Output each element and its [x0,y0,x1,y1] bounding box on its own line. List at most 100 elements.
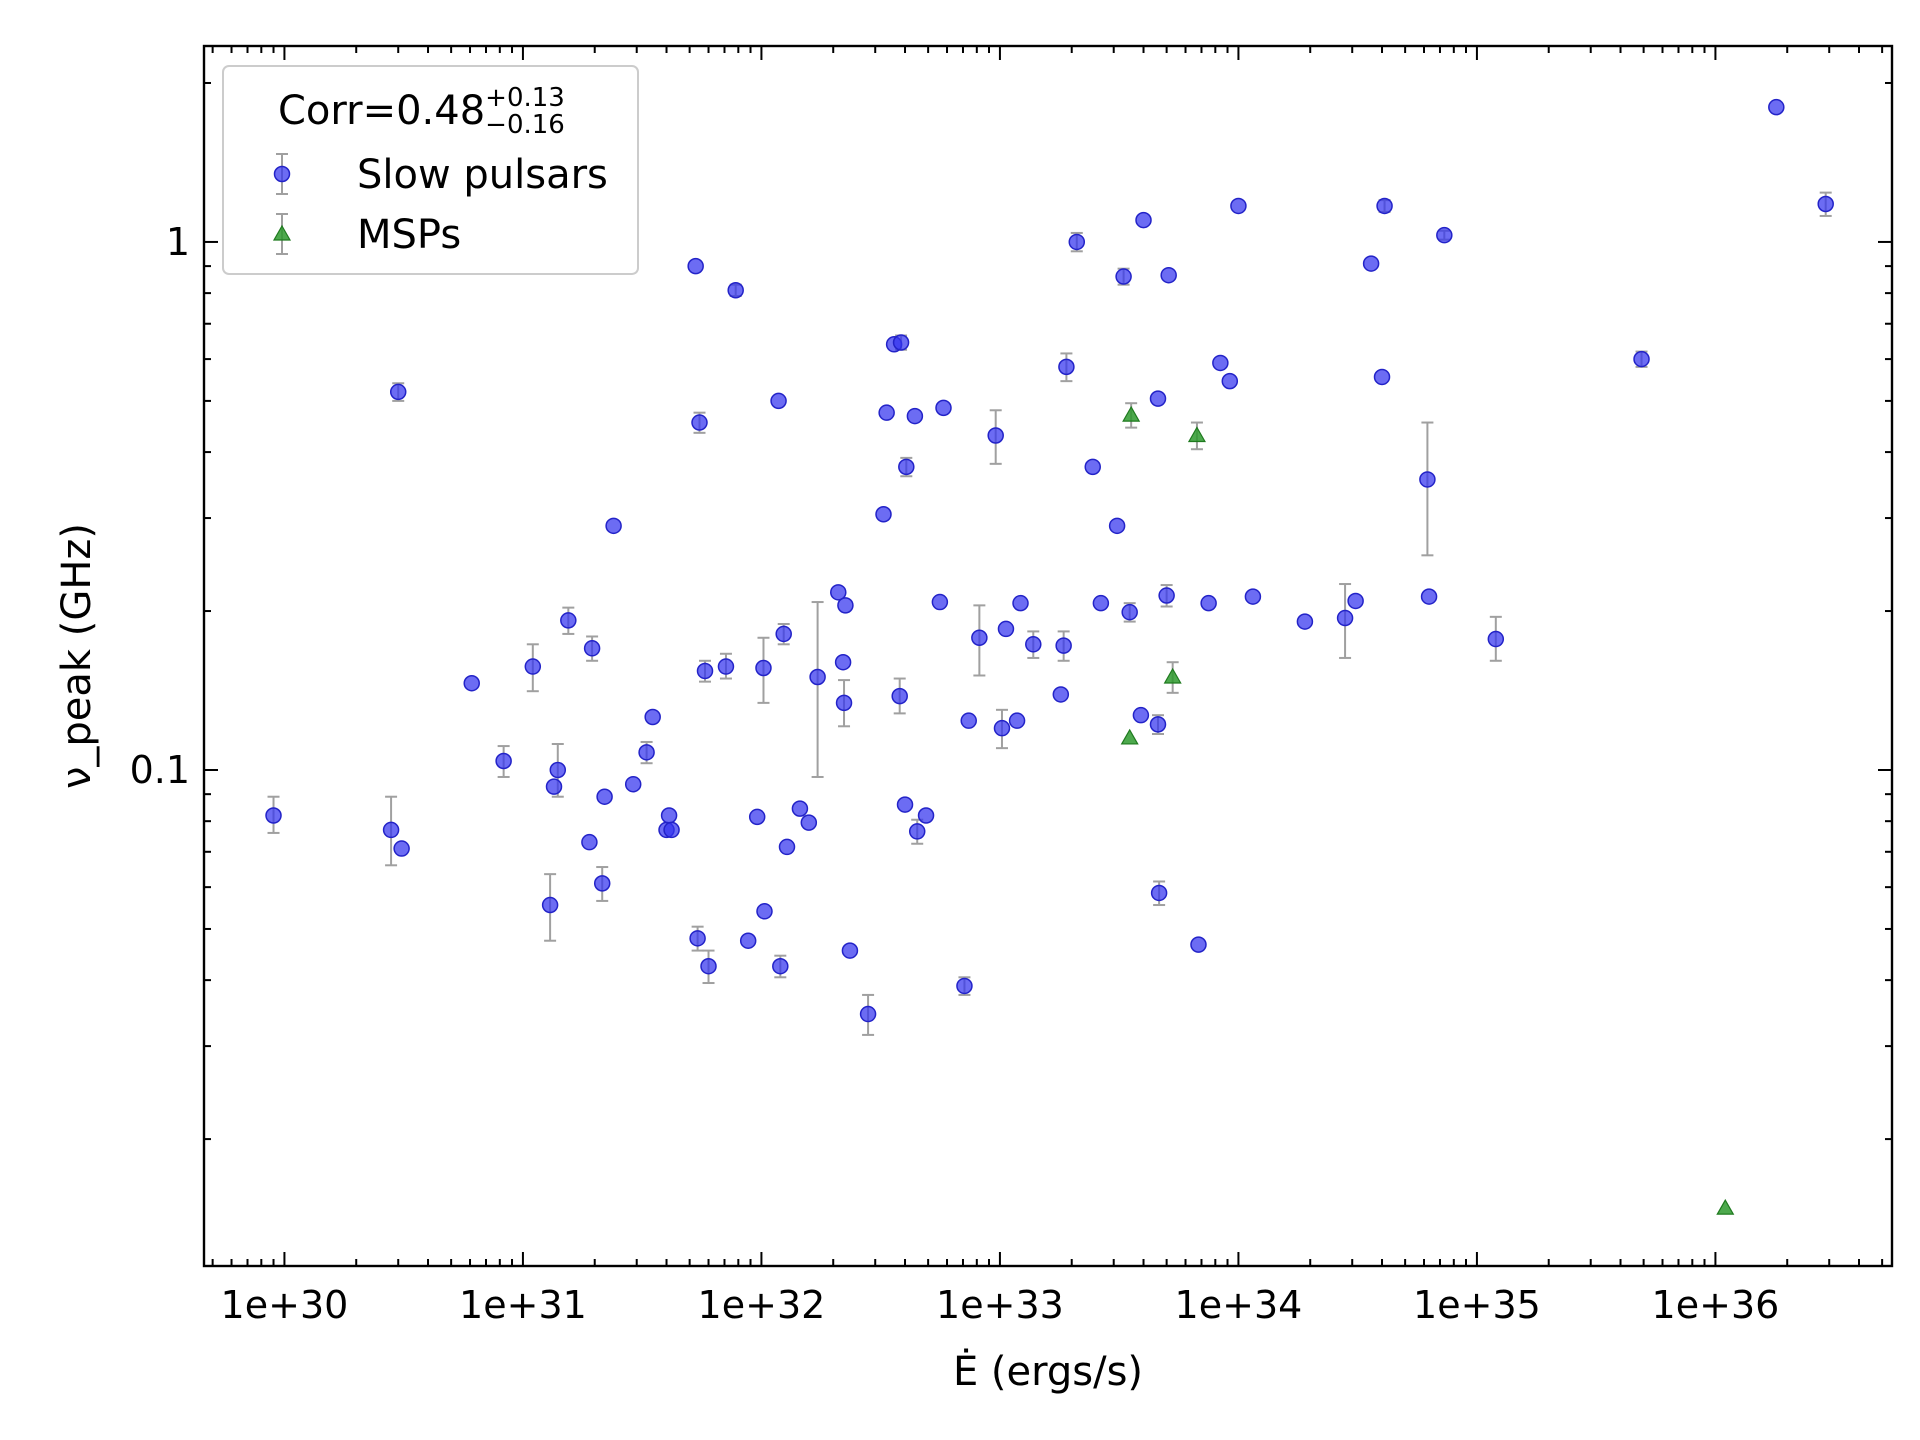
data-point-slow-pulsars [739,932,757,949]
data-point-slow-pulsars [696,662,714,680]
data-point-msps [1716,1198,1735,1215]
data-point-slow-pulsars [1158,587,1175,604]
data-point-slow-pulsars [892,334,910,351]
data-point-slow-pulsars [624,775,642,793]
x-tick-label: 1e+30 [221,1283,349,1327]
x-tick-label: 1e+34 [1175,1283,1303,1327]
data-point-slow-pulsars [993,719,1011,737]
data-point-slow-pulsars [1092,594,1110,612]
data-point-slow-pulsars [841,942,859,959]
data-point-slow-pulsars [1025,636,1042,653]
data-point-slow-pulsars [1012,594,1029,612]
data-point-slow-pulsars [956,977,973,995]
data-point-slow-pulsars [689,930,706,947]
data-point-slow-pulsars [878,404,895,421]
data-point-msps [1122,405,1141,422]
data-point-slow-pulsars [1419,471,1436,488]
legend-title: Corr=0.48+0.13 −0.16 [278,83,565,140]
data-point-slow-pulsars [1336,609,1354,627]
data-point-slow-pulsars [755,659,772,677]
plot-frame [202,44,1894,1268]
data-point-slow-pulsars [1150,884,1168,902]
data-point-slow-pulsars [717,658,735,675]
x-tick-label: 1e+35 [1413,1283,1541,1327]
data-point-slow-pulsars [727,282,744,299]
data-point-slow-pulsars [1008,712,1026,729]
data-point-slow-pulsars [1230,197,1247,215]
data-point-slow-pulsars [393,840,410,857]
data-point-slow-pulsars [859,1005,877,1023]
data-point-slow-pulsars [1244,588,1262,605]
data-point-slow-pulsars [1190,936,1207,953]
data-point-slow-pulsars [1052,686,1070,703]
data-point-slow-pulsars [549,761,567,779]
data-point-slow-pulsars [1115,268,1132,285]
legend-title-prefix: Corr=0.48 [278,88,485,134]
legend-label-msps: MSPs [357,212,461,258]
legend-label-slow-pulsars: Slow pulsars [357,152,608,198]
data-point-slow-pulsars [908,823,926,840]
data-point-slow-pulsars [1487,630,1505,648]
data-point-slow-pulsars [583,640,601,657]
data-point-slow-pulsars [931,593,949,611]
data-point-slow-pulsars [960,712,977,729]
data-point-slow-pulsars [987,427,1004,444]
data-point-slow-pulsars [1108,517,1126,535]
error-bar-slow-pulsars [1421,421,1434,557]
data-point-slow-pulsars [1296,613,1314,630]
data-point-msps [1187,426,1206,443]
data-point-slow-pulsars [495,752,512,770]
y-tick-label: 1 [166,220,190,264]
data-point-slow-pulsars [1055,637,1072,654]
y-tick-label: 0.1 [130,748,190,792]
legend-slow-pulsars-marker [273,165,291,183]
legend-box [222,65,639,275]
data-point-slow-pulsars [691,414,708,431]
minor-ticks [204,46,1892,1266]
data-point-slow-pulsars [837,597,854,614]
legend-title-sup: +0.13 [485,83,565,113]
data-point-slow-pulsars [1817,195,1834,213]
data-point-slow-pulsars [775,625,792,643]
major-ticks [204,46,1892,1266]
data-point-slow-pulsars [748,808,766,826]
legend-entry-slow-pulsars: Slow pulsars [273,152,608,198]
data-point-slow-pulsars [971,629,988,647]
data-point-slow-pulsars [660,807,678,824]
data-point-slow-pulsars [463,674,480,692]
data-point-slow-pulsars [1068,233,1086,251]
legend: Corr=0.48+0.13 −0.16 Slow pulsars MSPs [222,65,639,275]
data-point-slow-pulsars [917,807,935,824]
x-tick-label: 1e+33 [936,1283,1064,1327]
data-point-msps [1163,667,1182,684]
data-point-slow-pulsars [524,658,542,675]
data-point-slow-pulsars [1058,358,1075,376]
data-point-slow-pulsars [687,257,704,275]
data-point-slow-pulsars [644,708,661,726]
data-point-slow-pulsars [265,807,282,824]
data-point-slow-pulsars [1362,255,1380,272]
data-point-msps [1120,728,1139,745]
data-point-slow-pulsars [545,778,563,795]
data-point-slow-pulsars [596,788,613,805]
data-point-slow-pulsars [1633,350,1650,368]
data-point-slow-pulsars [800,814,818,831]
data-point-slow-pulsars [638,744,655,761]
data-point-slow-pulsars [1135,211,1152,229]
data-point-slow-pulsars [541,896,559,914]
data-point-slow-pulsars [772,957,789,975]
data-point-slow-pulsars [1420,588,1438,605]
x-tick-labels: 1e+30 1e+31 1e+32 1e+33 1e+34 1e+35 1e+36 [221,1283,1780,1327]
data-point-slow-pulsars [700,957,717,975]
data-point-slow-pulsars [1436,226,1453,244]
data-point-slow-pulsars [1084,458,1101,476]
data-point-slow-pulsars [1347,592,1364,610]
data-point-slow-pulsars [1200,594,1217,612]
data-point-slow-pulsars [382,821,400,839]
data-point-slow-pulsars [1132,706,1150,724]
data-point-slow-pulsars [875,506,892,523]
data-point-slow-pulsars [593,875,611,892]
data-point-slow-pulsars [898,458,915,476]
data-point-slow-pulsars [1160,266,1177,284]
